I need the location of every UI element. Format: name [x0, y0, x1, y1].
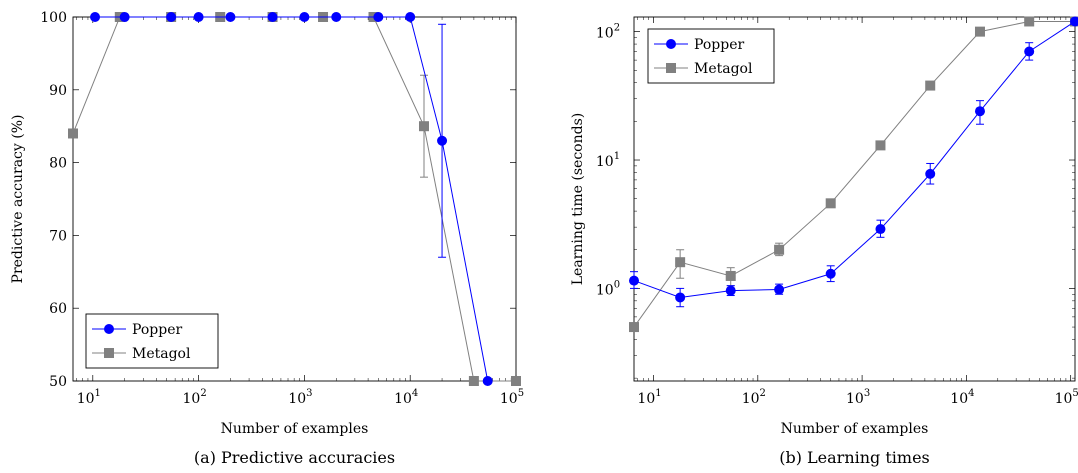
legend-marker — [666, 39, 676, 49]
y-tick-label: 60 — [49, 301, 67, 317]
y-tick-label: 80 — [49, 156, 67, 172]
y-tick-base: 10 — [596, 26, 614, 42]
chart-caption: (b) Learning times — [779, 448, 930, 467]
x-tick-exponent: 1 — [655, 388, 661, 399]
data-point — [90, 12, 100, 22]
x-tick-exponent: 4 — [412, 388, 418, 399]
data-point — [373, 12, 383, 22]
x-tick-exponent: 3 — [864, 388, 870, 399]
x-tick-exponent: 2 — [200, 388, 206, 399]
data-point — [120, 12, 130, 22]
data-point — [826, 269, 836, 279]
y-tick-exponent: 0 — [614, 279, 620, 290]
data-point — [331, 12, 341, 22]
x-tick-label: 104 — [950, 388, 974, 407]
legend-label: Metagol — [694, 61, 753, 77]
x-tick-base: 10 — [288, 391, 306, 407]
data-point — [299, 12, 309, 22]
data-point — [675, 257, 685, 267]
legend-marker — [104, 348, 114, 358]
y-axis-label: Predictive accuracy (%) — [10, 115, 26, 284]
data-point — [629, 276, 639, 286]
y-axis-label: Learning time (seconds) — [570, 113, 586, 285]
data-point — [875, 140, 885, 150]
legend: Popper Metagol — [86, 314, 218, 368]
x-tick-label: 105 — [1055, 388, 1078, 407]
data-point — [975, 27, 985, 37]
x-tick-base: 10 — [182, 391, 200, 407]
y-tick-label: 70 — [49, 228, 67, 244]
data-point — [225, 12, 235, 22]
x-tick-base: 10 — [950, 391, 968, 407]
data-point — [469, 376, 479, 386]
x-axis-label: Number of examples — [781, 421, 929, 437]
x-tick-base: 10 — [394, 391, 412, 407]
legend: Popper Metagol — [648, 29, 774, 83]
legend-label: Popper — [132, 322, 182, 338]
x-tick-exponent: 1 — [95, 388, 101, 399]
y-tick-label: 100 — [596, 279, 620, 298]
y-minor-ticks — [634, 38, 1075, 379]
data-point — [675, 292, 685, 302]
x-tick-base: 10 — [500, 391, 518, 407]
data-point — [875, 224, 885, 234]
chart-predictive-accuracy: 101 102 103 104 1055060708090100PopperMetago… — [10, 10, 524, 467]
data-point — [925, 81, 935, 91]
x-tick-label: 105 — [500, 388, 524, 407]
x-tick-base: 10 — [846, 391, 864, 407]
x-tick-base: 10 — [742, 391, 760, 407]
data-point — [1024, 16, 1034, 26]
x-axis-label: Number of examples — [221, 421, 369, 437]
data-point — [774, 285, 784, 295]
data-point — [483, 376, 493, 386]
data-point — [925, 169, 935, 179]
y-tick-label: 101 — [596, 151, 620, 170]
chart-learning-time: 101 102 103 104 105100101102PopperMetagolNum… — [570, 16, 1078, 467]
x-tick-exponent: 4 — [968, 388, 974, 399]
data-point — [437, 136, 447, 146]
data-point — [726, 271, 736, 281]
legend-label: Metagol — [132, 346, 191, 362]
x-tick-label: 104 — [394, 388, 418, 407]
data-point — [511, 376, 521, 386]
data-point — [975, 106, 985, 116]
legend-label: Popper — [694, 37, 744, 53]
data-point — [774, 245, 784, 255]
x-tick-label: 102 — [182, 388, 206, 407]
data-point — [419, 121, 429, 131]
x-tick-label: 103 — [288, 388, 312, 407]
x-tick-label: 101 — [637, 388, 661, 407]
legend-marker — [104, 324, 114, 334]
x-tick-base: 10 — [77, 391, 95, 407]
y-tick-base: 10 — [596, 154, 614, 170]
y-tick-label: 100 — [40, 10, 67, 26]
data-point — [268, 12, 278, 22]
y-tick-exponent: 2 — [614, 23, 620, 34]
data-point — [194, 12, 204, 22]
data-point — [405, 12, 415, 22]
x-tick-base: 10 — [637, 391, 655, 407]
data-point — [1024, 47, 1034, 57]
data-point — [826, 198, 836, 208]
x-tick-exponent: 5 — [518, 388, 524, 399]
x-tick-label: 101 — [77, 388, 101, 407]
x-tick-exponent: 2 — [760, 388, 766, 399]
y-tick-label: 90 — [49, 83, 67, 99]
legend-marker — [666, 63, 676, 73]
chart-caption: (a) Predictive accuracies — [194, 448, 395, 467]
data-point — [629, 322, 639, 332]
y-tick-base: 10 — [596, 282, 614, 298]
y-tick-exponent: 1 — [614, 151, 620, 162]
x-tick-label: 103 — [846, 388, 870, 407]
x-tick-exponent: 5 — [1072, 388, 1078, 399]
x-tick-base: 10 — [1055, 391, 1073, 407]
x-tick-exponent: 3 — [306, 388, 312, 399]
data-point — [726, 286, 736, 296]
y-tick-label: 102 — [596, 23, 620, 42]
data-point — [68, 128, 78, 138]
y-tick-label: 50 — [49, 374, 67, 390]
x-tick-label: 102 — [742, 388, 766, 407]
data-point — [166, 12, 176, 22]
